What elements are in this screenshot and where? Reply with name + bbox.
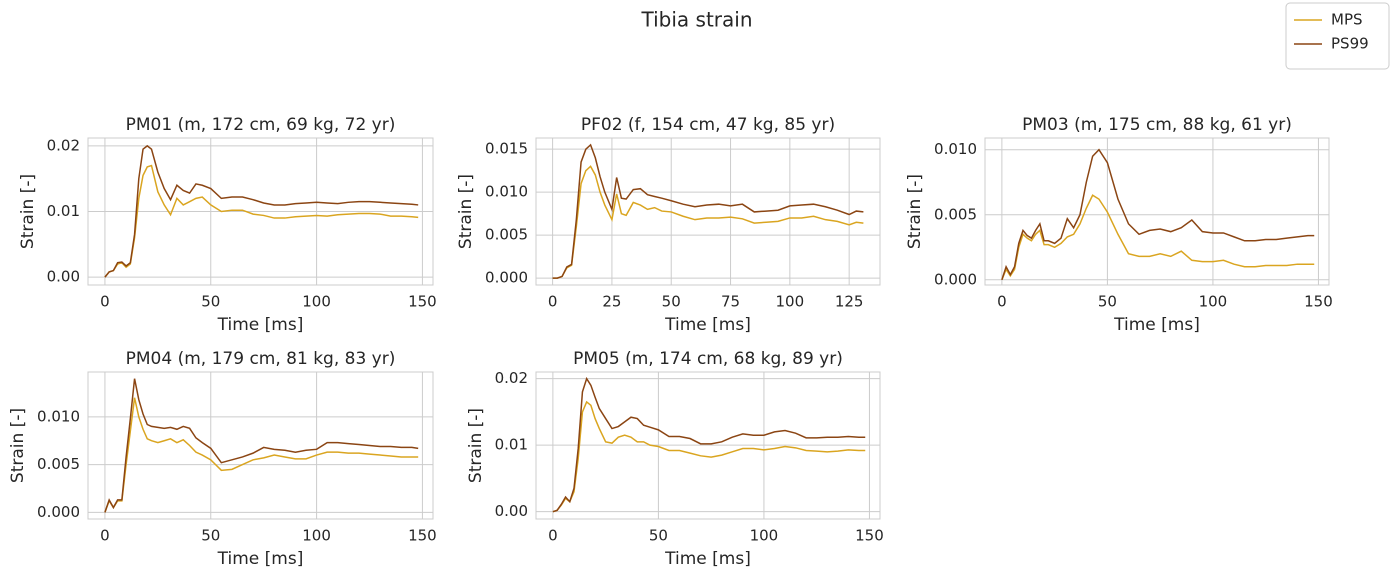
legend-label: PS99 bbox=[1331, 35, 1369, 53]
x-tick-label: 50 bbox=[662, 293, 681, 311]
y-tick-label: 0.010 bbox=[37, 407, 80, 425]
legend-label: MPS bbox=[1331, 11, 1363, 29]
x-tick-label: 100 bbox=[302, 527, 331, 545]
panel-title: PM04 (m, 179 cm, 81 kg, 83 yr) bbox=[126, 349, 396, 369]
x-axis-label: Time [ms] bbox=[217, 549, 304, 569]
y-axis-label: Strain [-] bbox=[466, 408, 486, 483]
panel-title: PM05 (m, 174 cm, 68 kg, 89 yr) bbox=[573, 349, 843, 369]
figure-title: Tibia strain bbox=[641, 8, 753, 32]
y-tick-label: 0.015 bbox=[485, 140, 528, 158]
series-line bbox=[1001, 194, 1315, 281]
x-tick-label: 50 bbox=[649, 527, 668, 545]
x-tick-label: 100 bbox=[302, 293, 331, 311]
x-tick-label: 125 bbox=[835, 293, 864, 311]
series-line bbox=[552, 143, 864, 279]
x-tick-label: 0 bbox=[548, 293, 558, 311]
y-tick-label: 0.005 bbox=[934, 205, 977, 223]
x-tick-label: 50 bbox=[201, 293, 220, 311]
x-tick-label: 100 bbox=[1199, 293, 1228, 311]
series-line bbox=[552, 376, 866, 513]
y-tick-label: 0.01 bbox=[47, 202, 80, 220]
x-tick-label: 150 bbox=[855, 527, 884, 545]
y-tick-label: 0.000 bbox=[485, 269, 528, 287]
x-tick-label: 100 bbox=[750, 527, 779, 545]
x-tick-label: 50 bbox=[201, 527, 220, 545]
plot-area bbox=[87, 371, 434, 520]
y-tick-label: 0.010 bbox=[934, 140, 977, 158]
panel: 0.000 0.005 0.010 0.015 0 25 50 75 100 125 PF02 (f… bbox=[456, 115, 881, 335]
plot-area bbox=[984, 137, 1330, 286]
plot-area bbox=[535, 137, 881, 286]
series-line bbox=[552, 165, 864, 279]
series-line bbox=[104, 378, 419, 513]
y-tick-label: 0.000 bbox=[934, 270, 977, 288]
x-tick-label: 150 bbox=[408, 293, 437, 311]
x-tick-label: 25 bbox=[602, 293, 621, 311]
legend: MPS PS99 bbox=[1285, 2, 1390, 70]
x-tick-label: 0 bbox=[548, 527, 558, 545]
x-tick-label: 100 bbox=[776, 293, 805, 311]
y-axis-label: Strain [-] bbox=[905, 174, 925, 249]
y-tick-label: 0.02 bbox=[495, 369, 528, 387]
y-axis-label: Strain [-] bbox=[8, 408, 28, 483]
panel: 0.000 0.005 0.010 0 50 100 150 PM03 (m, 175 cm,… bbox=[905, 115, 1333, 335]
x-axis-label: Time [ms] bbox=[1113, 315, 1200, 335]
x-tick-label: 75 bbox=[721, 293, 740, 311]
series-line bbox=[1001, 148, 1315, 281]
x-tick-label: 50 bbox=[1098, 293, 1117, 311]
y-tick-label: 0.00 bbox=[495, 502, 528, 520]
x-tick-label: 150 bbox=[408, 527, 437, 545]
series-line bbox=[104, 397, 419, 513]
y-tick-label: 0.02 bbox=[47, 136, 80, 154]
panel-title: PM01 (m, 172 cm, 69 kg, 72 yr) bbox=[126, 115, 396, 135]
y-tick-label: 0.005 bbox=[485, 226, 528, 244]
y-tick-label: 0.010 bbox=[485, 183, 528, 201]
x-tick-label: 0 bbox=[100, 293, 110, 311]
panel: 0.000 0.005 0.010 0 50 100 150 PM04 (m, 179 cm,… bbox=[8, 349, 437, 569]
y-tick-label: 0.00 bbox=[47, 268, 80, 286]
y-tick-label: 0.01 bbox=[495, 436, 528, 454]
panel-title: PM03 (m, 175 cm, 88 kg, 61 yr) bbox=[1022, 115, 1292, 135]
x-tick-label: 0 bbox=[997, 293, 1007, 311]
y-axis-label: Strain [-] bbox=[456, 174, 476, 249]
panel: 0.00 0.01 0.02 0 50 100 150 PM05 (m, 174 cm, 68… bbox=[466, 349, 884, 569]
series-line bbox=[104, 144, 419, 278]
panel: 0.00 0.01 0.02 0 50 100 150 PM01 (m, 172 cm, 69… bbox=[18, 115, 437, 335]
x-axis-label: Time [ms] bbox=[664, 315, 751, 335]
x-axis-label: Time [ms] bbox=[217, 315, 304, 335]
panel-title: PF02 (f, 154 cm, 47 kg, 85 yr) bbox=[581, 115, 835, 135]
x-tick-label: 150 bbox=[1304, 293, 1333, 311]
x-tick-label: 0 bbox=[100, 527, 110, 545]
y-tick-label: 0.000 bbox=[37, 503, 80, 521]
x-axis-label: Time [ms] bbox=[664, 549, 751, 569]
y-tick-label: 0.005 bbox=[37, 455, 80, 473]
series-line bbox=[552, 400, 866, 513]
y-axis-label: Strain [-] bbox=[18, 174, 38, 249]
